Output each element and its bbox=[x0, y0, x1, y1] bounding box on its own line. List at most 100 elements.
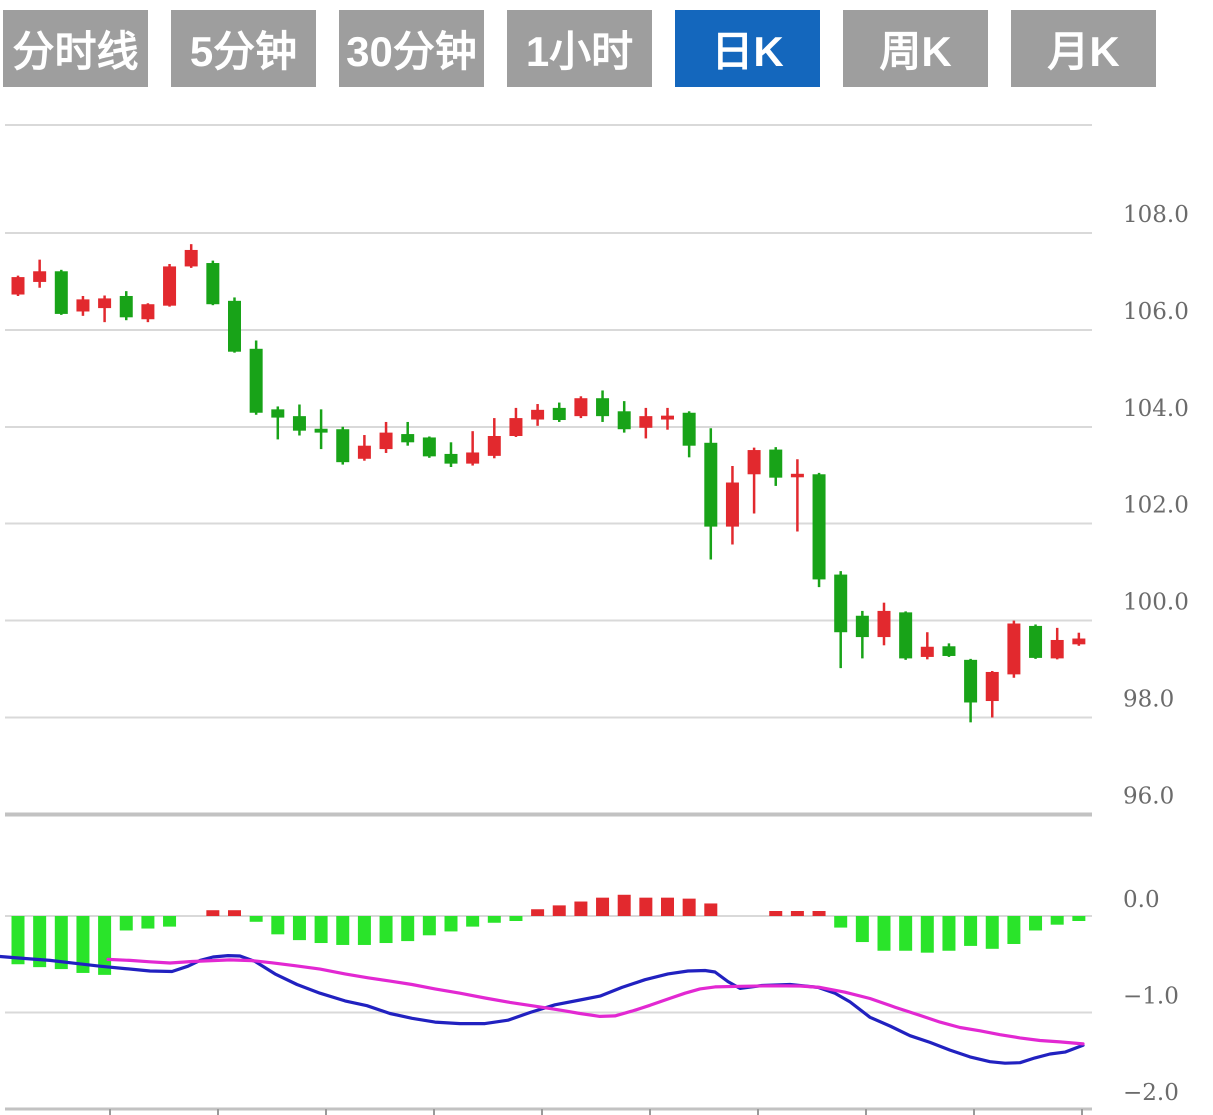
macd-bar bbox=[639, 897, 653, 916]
price-axis-label: 104.0 bbox=[1123, 396, 1189, 422]
candle-up bbox=[184, 244, 198, 268]
candle-down bbox=[617, 401, 631, 433]
macd-bar bbox=[1007, 916, 1021, 944]
macd-bar bbox=[1072, 916, 1086, 921]
macd-bar bbox=[682, 898, 696, 916]
macd-bar bbox=[552, 905, 566, 916]
macd-bar bbox=[76, 916, 90, 973]
candle-up bbox=[487, 418, 501, 459]
candle-down bbox=[942, 643, 956, 657]
candle-down bbox=[249, 340, 263, 415]
candle-down bbox=[336, 426, 350, 465]
macd-bar bbox=[899, 916, 913, 951]
candle-up bbox=[98, 295, 112, 323]
macd-bar bbox=[964, 916, 978, 946]
macd-bar bbox=[271, 916, 285, 935]
macd-bar bbox=[487, 916, 501, 923]
candle-down bbox=[206, 260, 220, 306]
candle-down bbox=[704, 428, 718, 560]
candle-down bbox=[292, 404, 306, 436]
tab-5min[interactable]: 5分钟 bbox=[171, 10, 316, 87]
macd-bar bbox=[617, 894, 631, 916]
macd-bar bbox=[1029, 916, 1043, 931]
macd-bar bbox=[509, 916, 523, 921]
candle-down bbox=[769, 447, 783, 486]
candle-down bbox=[401, 421, 415, 446]
price-axis-label: 108.0 bbox=[1123, 202, 1189, 228]
tab-monthly-k[interactable]: 月K bbox=[1011, 10, 1156, 87]
price-gridlines bbox=[5, 124, 1092, 817]
candle-down bbox=[855, 610, 869, 659]
macd-axis-label: −2.0 bbox=[1123, 1080, 1179, 1106]
price-axis-label: 100.0 bbox=[1123, 590, 1189, 616]
macd-bar bbox=[769, 911, 783, 916]
macd-bar bbox=[574, 901, 588, 916]
macd-bar bbox=[920, 916, 934, 953]
candle-up bbox=[877, 602, 891, 646]
tab-1hour[interactable]: 1小时 bbox=[507, 10, 652, 87]
macd-bar bbox=[834, 916, 848, 928]
candle-up bbox=[1050, 627, 1064, 660]
macd-bar bbox=[163, 916, 177, 927]
candle-up bbox=[790, 459, 804, 532]
macd-bar bbox=[466, 916, 480, 927]
candle-down bbox=[422, 436, 436, 458]
candle-down bbox=[1029, 624, 1043, 659]
macd-bar bbox=[422, 916, 436, 936]
macd-bar bbox=[249, 916, 263, 922]
tab-30min[interactable]: 30分钟 bbox=[339, 10, 484, 87]
macd-bar bbox=[790, 911, 804, 916]
macd-axis-label: 0.0 bbox=[1123, 887, 1160, 913]
dea-line bbox=[106, 957, 1085, 1046]
macd-bar bbox=[54, 916, 68, 970]
candle-down bbox=[964, 658, 978, 723]
macd-bar bbox=[704, 903, 718, 916]
price-axis-label: 102.0 bbox=[1123, 493, 1189, 519]
candle-down bbox=[682, 411, 696, 458]
price-axis-label: 96.0 bbox=[1123, 783, 1174, 809]
macd-bar bbox=[292, 916, 306, 941]
candle-down bbox=[314, 409, 328, 450]
candle-up bbox=[141, 303, 155, 323]
candle-up bbox=[920, 632, 934, 660]
macd-bar bbox=[661, 897, 674, 916]
macd-bar bbox=[444, 916, 458, 932]
candle-up bbox=[76, 295, 90, 316]
candle-down bbox=[899, 611, 913, 660]
macd-bar bbox=[314, 916, 328, 944]
candle-up bbox=[639, 407, 653, 439]
candle-up bbox=[574, 396, 588, 419]
candle-up bbox=[1072, 632, 1086, 646]
price-axis-labels: 108.0 106.0 104.0 102.0 100.0 98.0 96.0 bbox=[1123, 202, 1189, 809]
macd-bar bbox=[942, 916, 956, 951]
macd-bar bbox=[33, 916, 47, 968]
candle-down bbox=[228, 297, 241, 353]
candle-down bbox=[812, 472, 826, 588]
candle-up bbox=[357, 435, 371, 461]
candle-up bbox=[985, 670, 999, 718]
macd-bar bbox=[206, 910, 220, 916]
candle-down bbox=[596, 390, 610, 422]
candle-up bbox=[11, 275, 25, 296]
macd-bar bbox=[877, 916, 891, 951]
candle-down bbox=[54, 269, 68, 315]
macd-bar bbox=[11, 916, 25, 965]
candle-up bbox=[747, 447, 761, 514]
candle-down bbox=[271, 406, 285, 440]
tab-weekly-k[interactable]: 周K bbox=[843, 10, 988, 87]
macd-axis-label: −1.0 bbox=[1123, 984, 1179, 1010]
macd-axis-labels: 0.0 −1.0 −2.0 bbox=[1123, 887, 1179, 1106]
macd-bar bbox=[985, 916, 999, 949]
dif-line bbox=[0, 953, 1085, 1065]
macd-bar bbox=[228, 910, 241, 916]
price-axis-label: 98.0 bbox=[1123, 687, 1174, 713]
price-axis-label: 106.0 bbox=[1123, 299, 1189, 325]
tab-daily-k[interactable]: 日K bbox=[675, 10, 820, 87]
x-axis-ticks bbox=[109, 1109, 1083, 1115]
candle-up bbox=[661, 407, 674, 430]
candle-up bbox=[33, 259, 47, 288]
candle-down bbox=[444, 442, 458, 468]
tab-minute-line[interactable]: 分时线 bbox=[3, 10, 148, 87]
